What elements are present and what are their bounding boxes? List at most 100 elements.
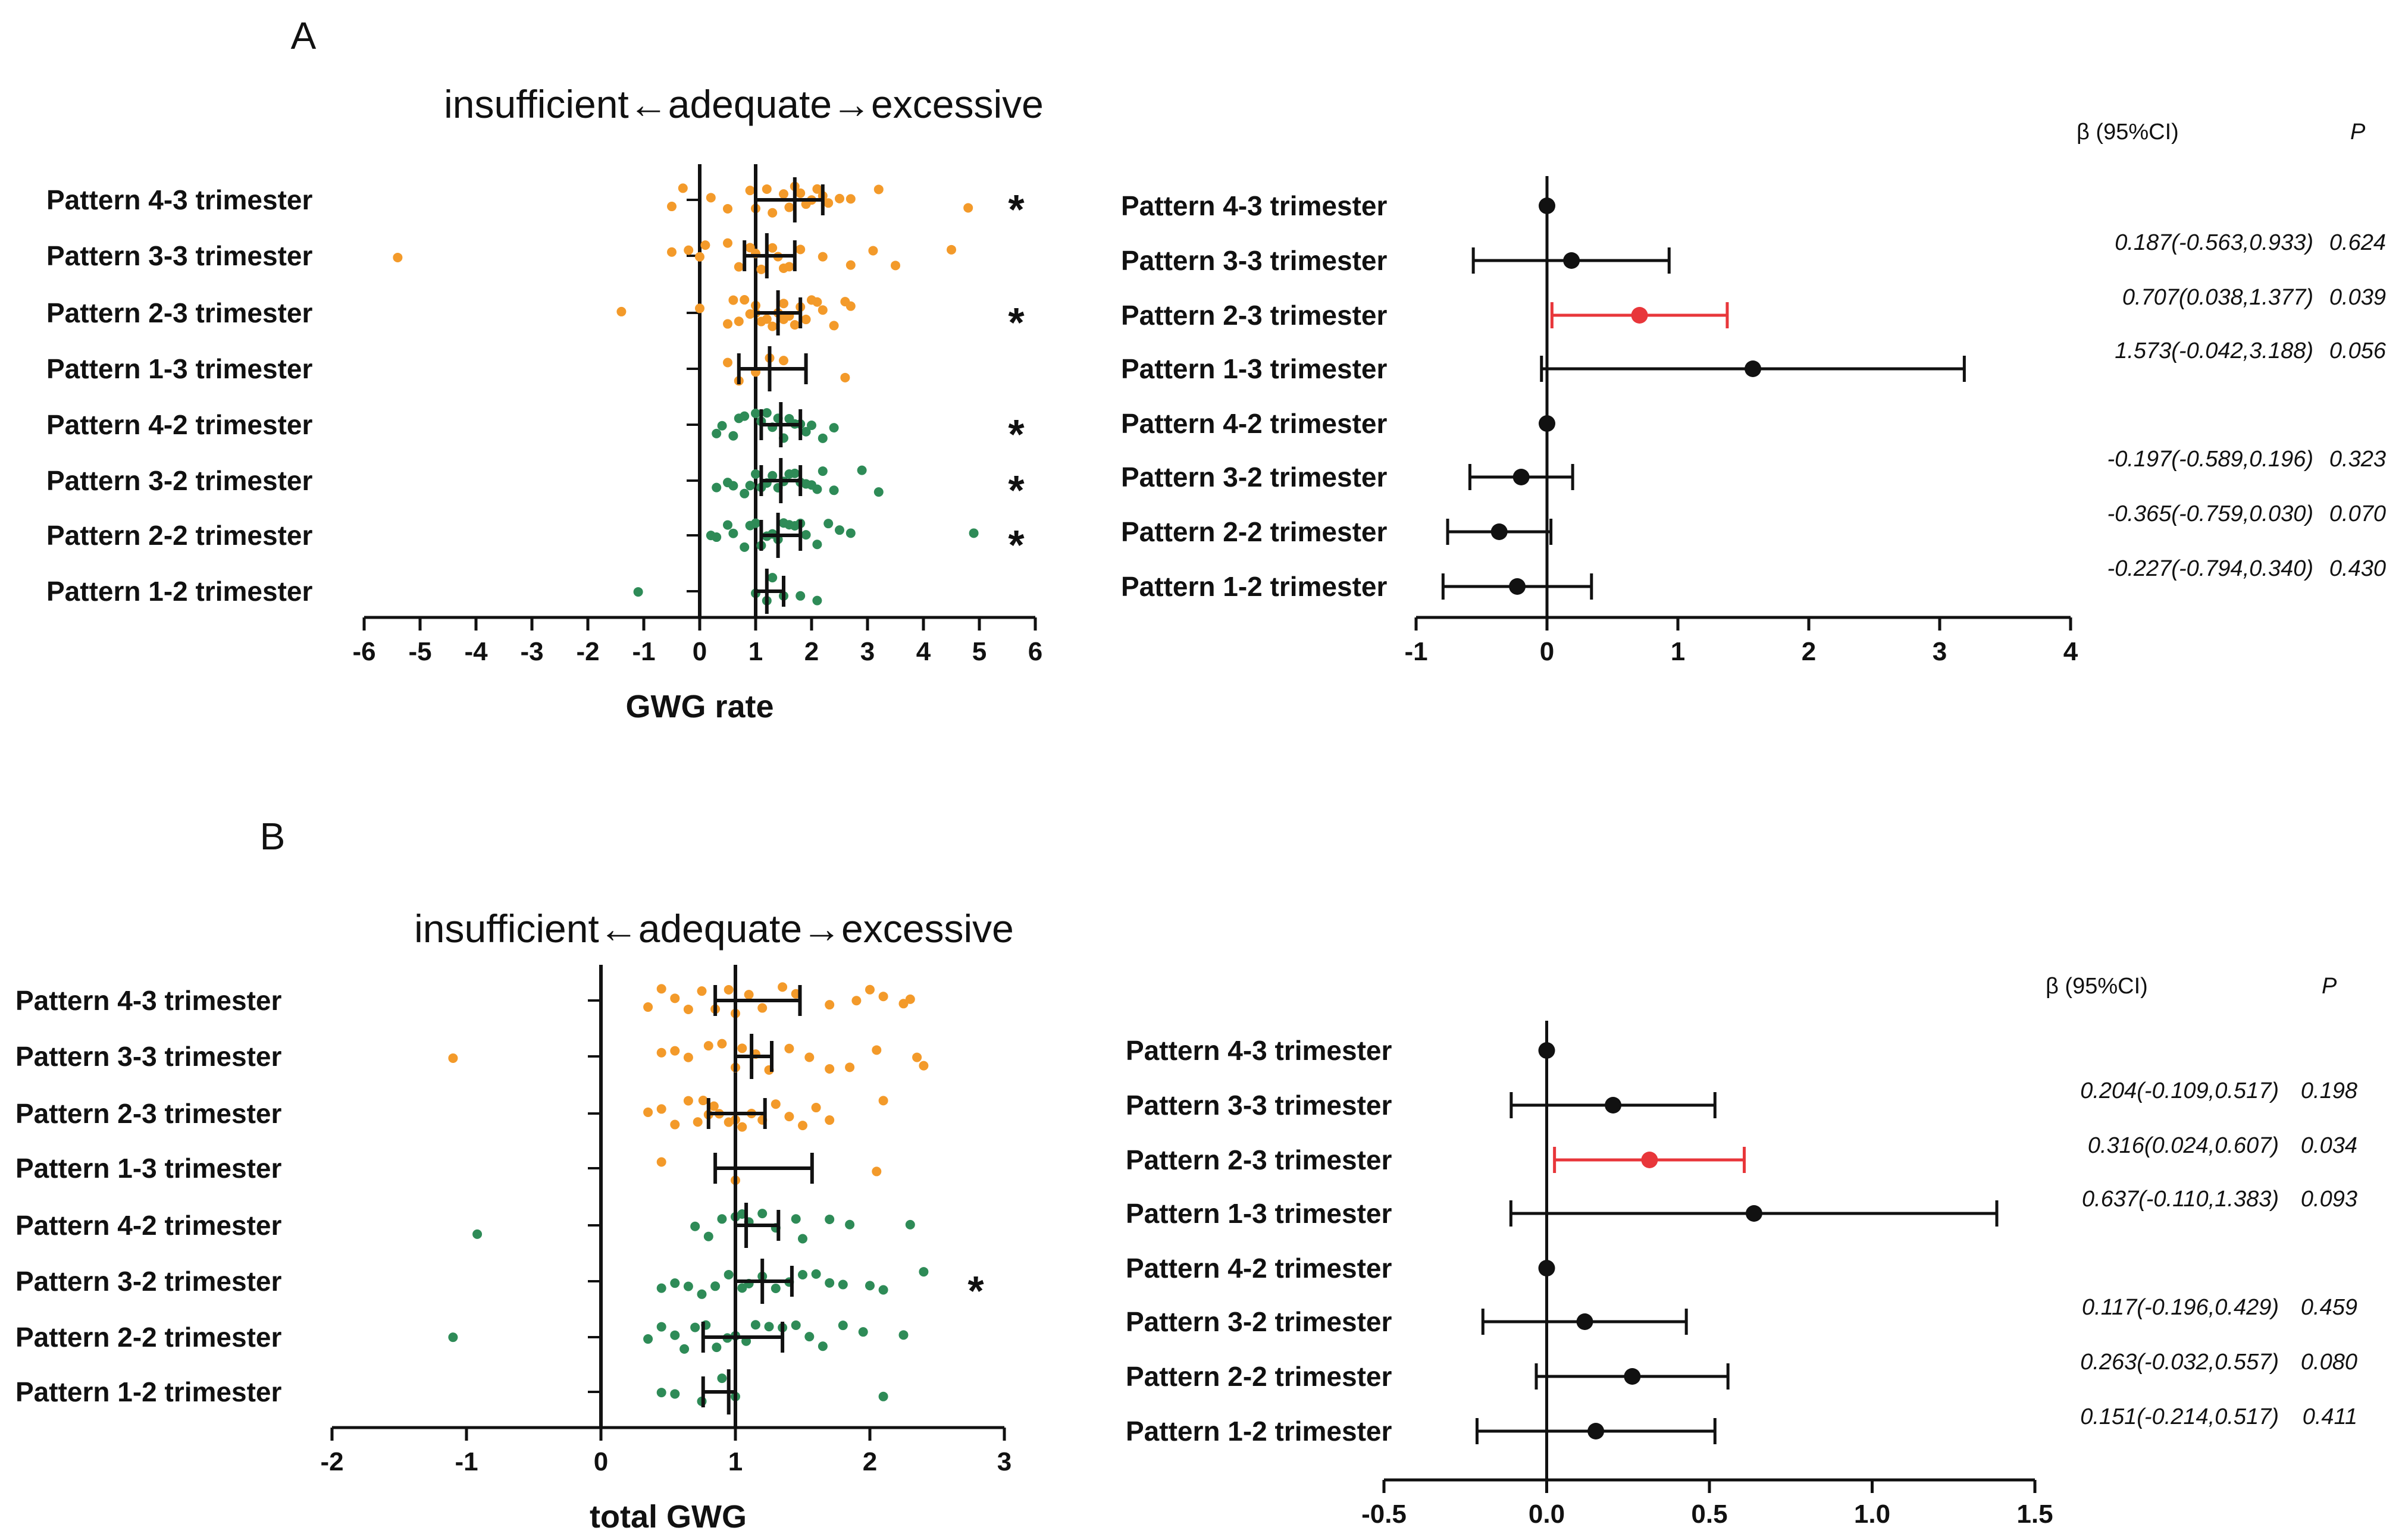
data-point xyxy=(756,264,766,274)
data-point xyxy=(779,299,788,309)
x-tick-label: 0.5 xyxy=(1691,1500,1727,1529)
x-tick-label: 4 xyxy=(916,637,931,666)
row-label: Pattern 3-3 trimester xyxy=(15,1041,281,1072)
data-point xyxy=(667,247,677,257)
x-tick-label: -2 xyxy=(576,637,599,666)
beta-ci-text: -0.227(-0.794,0.340) xyxy=(2107,556,2313,581)
data-point xyxy=(768,208,778,218)
row-label: Pattern 2-2 trimester xyxy=(1126,1361,1392,1392)
data-point xyxy=(825,1000,835,1010)
x-tick-label: 0 xyxy=(693,637,707,666)
data-point xyxy=(872,1045,882,1055)
p-value-text: 0.624 xyxy=(2329,230,2386,255)
data-point xyxy=(693,1117,703,1127)
x-tick-label: 1 xyxy=(749,637,763,666)
data-point xyxy=(723,319,732,329)
x-tick-label: 5 xyxy=(972,637,987,666)
data-point xyxy=(818,252,828,262)
data-point xyxy=(778,982,788,992)
data-point xyxy=(771,1099,781,1109)
x-tick-label: 3 xyxy=(860,637,875,666)
data-point xyxy=(670,1119,680,1130)
x-tick-label: 4 xyxy=(2063,637,2078,666)
data-point xyxy=(845,194,856,204)
data-point xyxy=(751,469,760,479)
data-point xyxy=(807,420,816,430)
row-label: Pattern 1-2 trimester xyxy=(15,1376,281,1407)
x-axis-title: total GWG xyxy=(590,1499,747,1535)
x-tick-label: -1 xyxy=(1404,637,1427,666)
data-point xyxy=(818,433,828,443)
row-label: Pattern 1-2 trimester xyxy=(1126,1416,1392,1447)
data-point xyxy=(633,587,643,597)
data-point xyxy=(790,320,800,330)
data-point xyxy=(796,591,806,601)
data-point xyxy=(710,1281,721,1291)
data-point xyxy=(812,297,822,307)
p-value-text: 0.093 xyxy=(2301,1187,2357,1212)
data-point xyxy=(697,1289,707,1299)
beta-ci-text: 0.316(0.024,0.607) xyxy=(2088,1133,2279,1158)
data-point xyxy=(737,1283,747,1293)
data-point xyxy=(724,984,734,995)
row-label: Pattern 1-2 trimester xyxy=(46,576,312,607)
data-point xyxy=(838,1279,848,1290)
data-point xyxy=(448,1332,458,1343)
row-label: Pattern 1-3 trimester xyxy=(1126,1198,1392,1229)
data-point xyxy=(829,321,839,331)
data-point xyxy=(784,1112,794,1122)
data-point xyxy=(818,466,828,476)
data-point xyxy=(734,262,744,272)
data-point xyxy=(812,484,822,494)
data-point xyxy=(728,481,738,491)
data-point xyxy=(762,408,772,418)
p-value-text: 0.039 xyxy=(2329,285,2386,310)
data-point xyxy=(683,1096,693,1106)
data-point xyxy=(791,1320,801,1330)
beta-point xyxy=(1745,360,1762,377)
data-point xyxy=(679,1344,690,1354)
significance-star: * xyxy=(1008,186,1025,233)
data-point xyxy=(857,465,867,475)
x-tick-label: -4 xyxy=(464,637,488,666)
data-point xyxy=(801,315,811,325)
row-label: Pattern 1-3 trimester xyxy=(15,1153,281,1184)
data-point xyxy=(768,321,778,331)
row-label: Pattern 3-3 trimester xyxy=(46,240,312,271)
row-label: Pattern 4-2 trimester xyxy=(46,409,312,440)
data-point xyxy=(865,984,875,995)
data-point xyxy=(683,1281,693,1291)
data-point xyxy=(695,252,704,262)
beta-ci-text: 1.573(-0.042,3.188) xyxy=(2115,338,2313,363)
x-tick-label: 1 xyxy=(728,1447,743,1476)
x-tick-label: 1.5 xyxy=(2016,1500,2053,1529)
x-tick-label: -0.5 xyxy=(1361,1500,1407,1529)
data-point xyxy=(969,528,979,538)
data-point xyxy=(804,1052,815,1062)
row-label: Pattern 3-3 trimester xyxy=(1121,245,1387,276)
data-point xyxy=(712,482,722,493)
data-point xyxy=(838,1321,848,1331)
data-point xyxy=(898,999,909,1009)
data-point xyxy=(801,426,811,437)
data-point xyxy=(734,316,744,327)
data-point xyxy=(728,295,738,305)
data-point xyxy=(947,244,956,255)
data-point xyxy=(771,1283,781,1293)
x-tick-label: 2 xyxy=(804,637,819,666)
data-point xyxy=(812,595,822,606)
row-label: Pattern 3-2 trimester xyxy=(15,1266,281,1297)
beta-point xyxy=(1539,197,1555,214)
beta-point xyxy=(1576,1313,1593,1330)
data-point xyxy=(873,487,884,497)
data-point xyxy=(740,542,750,552)
data-point xyxy=(740,295,750,305)
data-point xyxy=(784,202,794,212)
x-tick-label: 1.0 xyxy=(1854,1500,1890,1529)
x-tick-label: 0 xyxy=(1540,637,1554,666)
data-point xyxy=(656,984,666,994)
data-point xyxy=(825,1214,835,1224)
data-point xyxy=(818,305,828,315)
data-point xyxy=(712,428,722,438)
